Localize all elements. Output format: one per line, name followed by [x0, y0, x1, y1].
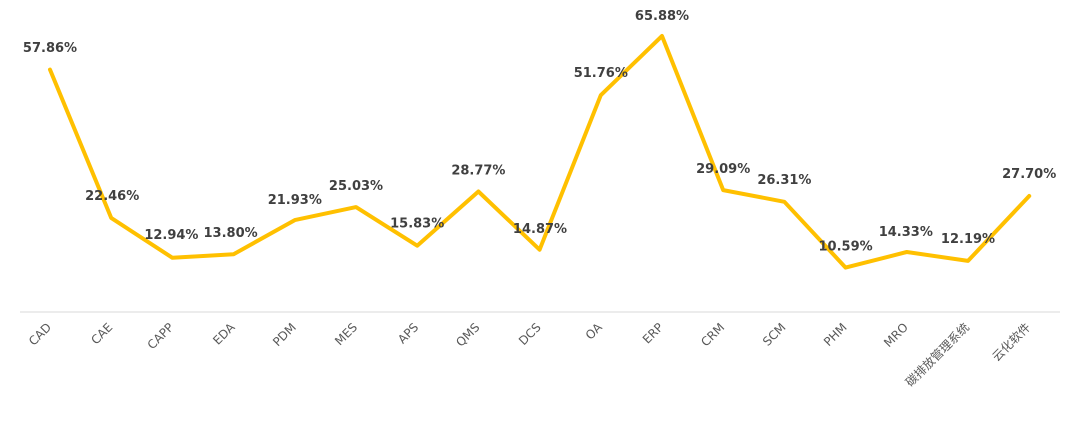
x-tick-label: PDM [270, 320, 299, 349]
data-label: 12.94% [144, 228, 198, 243]
data-label: 10.59% [819, 240, 873, 255]
data-label: 14.87% [513, 222, 567, 237]
x-tick-label: APS [395, 320, 421, 346]
x-tick-label: CAD [26, 320, 54, 348]
data-label: 14.33% [879, 225, 933, 240]
x-tick-label: MES [332, 320, 360, 348]
data-label: 22.46% [85, 189, 139, 204]
x-tick-label: 云化软件 [989, 320, 1033, 364]
x-tick-label: SCM [760, 320, 789, 349]
x-tick-label: MRO [881, 320, 911, 350]
x-tick-label: EDA [210, 320, 238, 348]
data-label: 15.83% [390, 217, 444, 232]
data-label: 57.86% [23, 41, 77, 56]
x-tick-label: CAPP [145, 320, 177, 352]
data-label: 13.80% [204, 226, 258, 241]
data-label: 12.19% [941, 232, 995, 247]
data-label: 51.76% [574, 66, 628, 81]
x-tick-label: QMS [453, 320, 482, 349]
x-tick-labels: CAD CAE CAPP EDA PDM MES APS QMS DCS OA ERP CRM SCM P… [26, 320, 1033, 390]
data-label: 29.09% [696, 162, 750, 177]
x-tick-label: CRM [698, 320, 727, 349]
data-labels: 57.86% 22.46% 12.94% 13.80% 21.93% 25.03% 15.8… [23, 9, 1056, 255]
data-label: 26.31% [757, 173, 811, 188]
series-line [48, 34, 1032, 270]
x-tick-label: DCS [516, 320, 544, 348]
x-tick-label: CAE [88, 320, 115, 347]
data-label: 65.88% [635, 9, 689, 24]
x-tick-label: PHM [821, 320, 850, 349]
x-tick-label: OA [583, 320, 606, 343]
data-label: 27.70% [1002, 167, 1056, 182]
x-tick-label: ERP [640, 320, 666, 346]
data-label: 25.03% [329, 179, 383, 194]
x-tick-label: 碳排放管理系统 [902, 320, 972, 390]
data-label: 21.93% [268, 193, 322, 208]
data-label: 28.77% [451, 164, 505, 179]
